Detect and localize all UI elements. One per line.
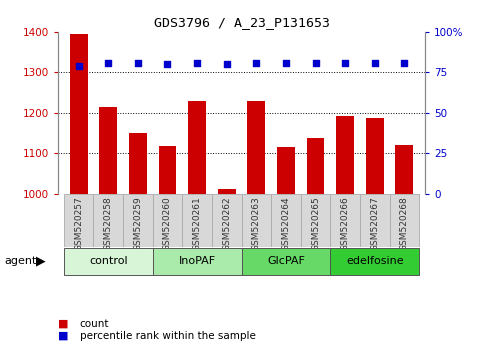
Bar <box>242 248 330 275</box>
Title: GDS3796 / A_23_P131653: GDS3796 / A_23_P131653 <box>154 16 329 29</box>
Text: GSM520267: GSM520267 <box>370 196 379 251</box>
Point <box>164 61 171 67</box>
Bar <box>153 194 182 247</box>
Text: GSM520265: GSM520265 <box>311 196 320 251</box>
Bar <box>188 102 206 194</box>
Bar <box>271 194 301 247</box>
Bar <box>212 194 242 247</box>
Bar <box>301 194 330 247</box>
Text: GSM520258: GSM520258 <box>104 196 113 251</box>
Bar <box>70 34 87 194</box>
Point <box>193 60 201 65</box>
Bar <box>94 194 123 247</box>
Text: ▶: ▶ <box>36 254 46 267</box>
Point <box>104 60 112 65</box>
Text: agent: agent <box>5 256 37 266</box>
Text: GSM520263: GSM520263 <box>252 196 261 251</box>
Text: percentile rank within the sample: percentile rank within the sample <box>80 331 256 341</box>
Bar <box>330 248 419 275</box>
Bar <box>396 145 413 194</box>
Bar <box>64 248 153 275</box>
Text: GSM520264: GSM520264 <box>282 196 290 251</box>
Text: GSM520260: GSM520260 <box>163 196 172 251</box>
Text: edelfosine: edelfosine <box>346 256 403 266</box>
Bar <box>182 194 212 247</box>
Bar <box>123 194 153 247</box>
Point <box>134 60 142 65</box>
Bar <box>99 107 117 194</box>
Point <box>75 63 83 69</box>
Text: count: count <box>80 319 109 329</box>
Bar <box>158 146 176 194</box>
Point <box>223 61 230 67</box>
Bar <box>277 147 295 194</box>
Point <box>341 60 349 65</box>
Point <box>371 60 379 65</box>
Bar <box>129 133 147 194</box>
Bar <box>366 118 384 194</box>
Text: GSM520259: GSM520259 <box>133 196 142 251</box>
Text: GSM520268: GSM520268 <box>400 196 409 251</box>
Bar <box>153 248 242 275</box>
Point <box>253 60 260 65</box>
Point <box>282 60 290 65</box>
Text: GSM520266: GSM520266 <box>341 196 350 251</box>
Text: GSM520261: GSM520261 <box>193 196 201 251</box>
Bar <box>307 138 325 194</box>
Text: ■: ■ <box>58 319 69 329</box>
Bar <box>247 102 265 194</box>
Bar <box>336 116 354 194</box>
Bar <box>218 189 236 194</box>
Text: GSM520262: GSM520262 <box>222 196 231 251</box>
Bar <box>360 194 389 247</box>
Point <box>312 60 319 65</box>
Text: ■: ■ <box>58 331 69 341</box>
Bar <box>330 194 360 247</box>
Text: InoPAF: InoPAF <box>179 256 215 266</box>
Bar <box>64 194 94 247</box>
Text: GSM520257: GSM520257 <box>74 196 83 251</box>
Point <box>400 60 408 65</box>
Bar <box>242 194 271 247</box>
Text: GlcPAF: GlcPAF <box>267 256 305 266</box>
Text: control: control <box>89 256 128 266</box>
Bar <box>389 194 419 247</box>
